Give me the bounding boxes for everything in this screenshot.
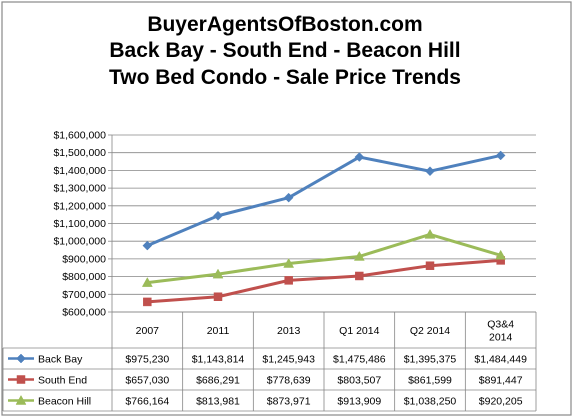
data-point bbox=[141, 277, 153, 287]
data-point bbox=[213, 292, 223, 301]
data-label: $766,164 bbox=[125, 396, 169, 408]
legend-label: Beacon Hill bbox=[38, 396, 91, 408]
data-label: $861,599 bbox=[408, 375, 452, 387]
chart-title-line: Two Bed Condo - Sale Price Trends bbox=[109, 66, 461, 89]
data-point bbox=[495, 249, 507, 260]
legend-key-marker bbox=[16, 353, 26, 364]
category-label: 2007 bbox=[136, 325, 160, 337]
data-point bbox=[353, 250, 365, 261]
legend-label: Back Bay bbox=[38, 354, 83, 366]
category-label: 2013 bbox=[277, 325, 301, 337]
data-point bbox=[283, 192, 294, 203]
data-label: $1,395,375 bbox=[404, 354, 457, 366]
data-point bbox=[212, 268, 224, 279]
data-point bbox=[143, 297, 152, 307]
category-label: 2011 bbox=[207, 325, 230, 337]
y-tick-label: $1,200,000 bbox=[53, 200, 106, 212]
series-line bbox=[147, 232, 502, 285]
legend-key-marker bbox=[15, 394, 27, 405]
y-tick-label: $600,000 bbox=[62, 307, 106, 319]
y-tick-label: $1,000,000 bbox=[53, 236, 106, 248]
y-tick-label: $1,400,000 bbox=[53, 165, 106, 177]
data-label: $873,971 bbox=[267, 396, 311, 408]
data-label: $686,291 bbox=[196, 375, 240, 387]
data-label: $1,475,486 bbox=[333, 354, 386, 366]
category-label: Q1 2014 bbox=[339, 325, 379, 337]
data-point bbox=[425, 261, 435, 270]
chart-title-line: BuyerAgentsOfBoston.com bbox=[147, 13, 422, 36]
data-point bbox=[284, 276, 293, 285]
category-label: Q2 2014 bbox=[410, 325, 450, 337]
data-label: $657,030 bbox=[125, 375, 169, 387]
data-point bbox=[495, 150, 506, 161]
chart-title-line: Back Bay - South End - Beacon Hill bbox=[109, 39, 460, 62]
y-tick-label: $1,100,000 bbox=[53, 218, 106, 230]
data-label: $1,245,943 bbox=[262, 354, 315, 366]
data-label: $778,639 bbox=[267, 375, 311, 387]
data-point bbox=[354, 152, 365, 162]
y-tick-label: $900,000 bbox=[62, 253, 106, 265]
y-tick-label: $1,600,000 bbox=[53, 130, 106, 142]
series-line bbox=[147, 258, 501, 304]
data-point bbox=[424, 228, 436, 239]
data-label: $1,038,250 bbox=[404, 396, 457, 408]
y-tick-label: $1,500,000 bbox=[53, 147, 106, 159]
y-tick-label: $1,300,000 bbox=[53, 183, 106, 195]
data-label: $913,909 bbox=[337, 396, 381, 408]
data-point bbox=[425, 166, 435, 177]
data-point bbox=[283, 257, 295, 268]
category-label: 2014 bbox=[489, 332, 513, 344]
y-tick-label: $800,000 bbox=[62, 271, 106, 283]
data-point bbox=[355, 271, 364, 281]
y-tick-label: $700,000 bbox=[62, 289, 106, 301]
data-label: $813,981 bbox=[196, 396, 240, 408]
data-label: $1,143,814 bbox=[192, 354, 245, 366]
data-label: $920,205 bbox=[479, 396, 523, 408]
data-point bbox=[142, 240, 153, 251]
data-label: $975,230 bbox=[125, 354, 169, 366]
legend-label: South End bbox=[38, 375, 87, 387]
data-label: $891,447 bbox=[479, 375, 523, 387]
series-line bbox=[146, 153, 501, 247]
data-point bbox=[213, 210, 223, 221]
legend-key-marker bbox=[16, 375, 26, 384]
category-label: Q3&4 bbox=[487, 319, 514, 331]
data-label: $1,484,449 bbox=[474, 354, 527, 366]
data-label: $803,507 bbox=[337, 375, 381, 387]
